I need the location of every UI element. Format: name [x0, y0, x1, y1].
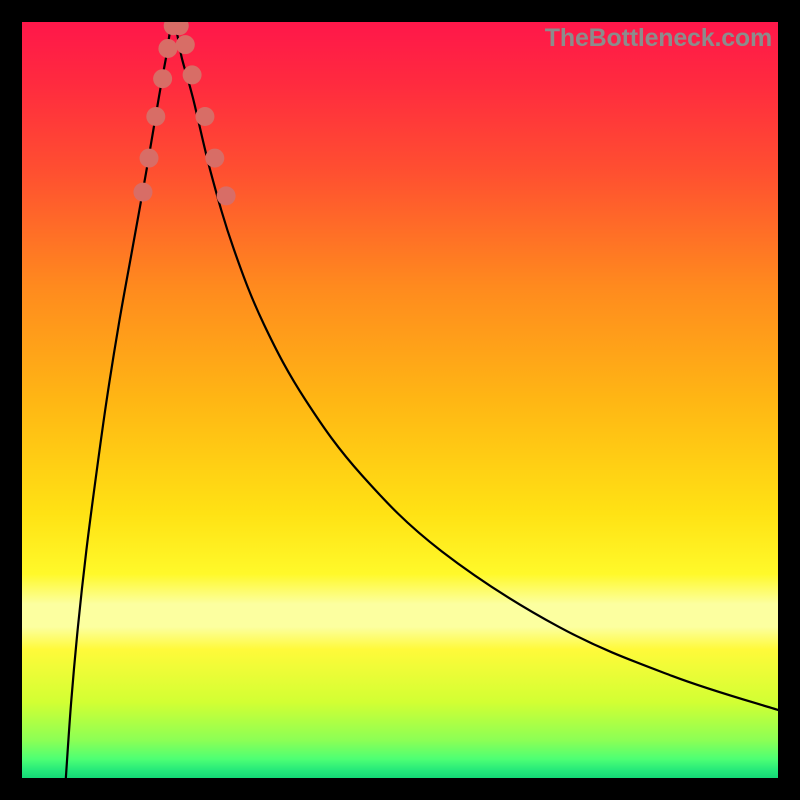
valley-marker	[158, 39, 177, 58]
chart-svg	[0, 0, 800, 800]
valley-marker	[133, 183, 152, 202]
valley-marker	[176, 35, 195, 54]
valley-marker	[153, 69, 172, 88]
valley-marker	[183, 65, 202, 84]
bottleneck-curve	[66, 22, 778, 778]
valley-marker	[146, 107, 165, 126]
valley-marker	[170, 16, 189, 35]
valley-marker	[205, 149, 224, 168]
valley-marker	[140, 149, 159, 168]
valley-marker	[195, 107, 214, 126]
valley-marker	[217, 186, 236, 205]
chart-frame: TheBottleneck.com	[0, 0, 800, 800]
